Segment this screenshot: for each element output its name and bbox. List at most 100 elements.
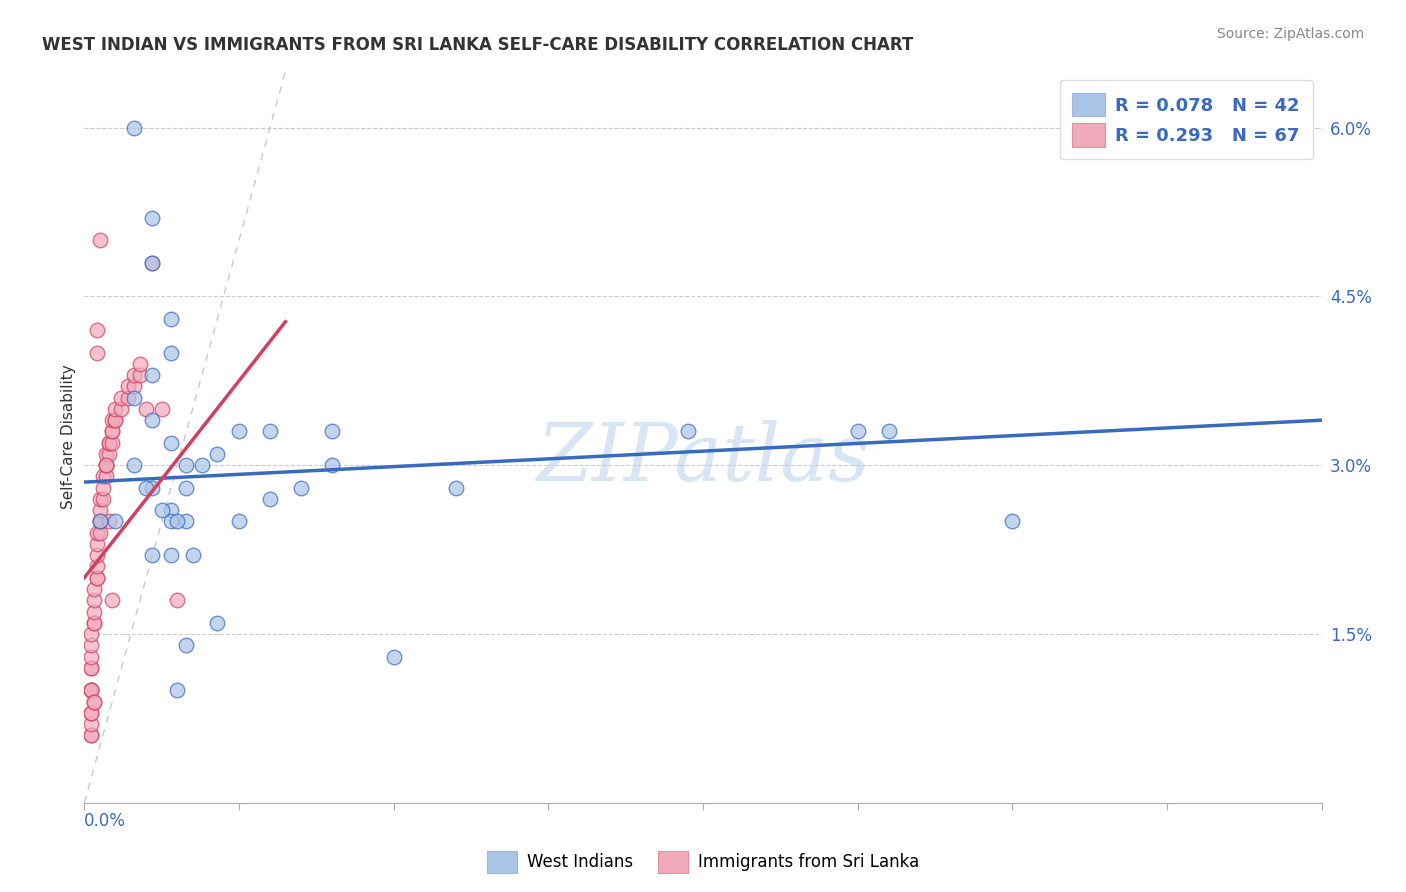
- Point: [91, 469, 114, 483]
- Point: [166, 683, 188, 698]
- Point: [104, 413, 127, 427]
- Text: ZIPatlas: ZIPatlas: [536, 420, 870, 498]
- Point: [104, 413, 127, 427]
- Point: [141, 413, 163, 427]
- Point: [150, 503, 173, 517]
- Point: [94, 458, 117, 473]
- Point: [228, 425, 250, 439]
- Point: [83, 593, 105, 607]
- Point: [150, 401, 173, 416]
- Point: [79, 683, 101, 698]
- Point: [207, 615, 229, 630]
- Point: [141, 368, 163, 383]
- Point: [101, 425, 124, 439]
- Point: [321, 458, 343, 473]
- Point: [382, 649, 405, 664]
- Point: [1001, 515, 1024, 529]
- Point: [141, 255, 163, 269]
- Point: [141, 481, 163, 495]
- Point: [83, 694, 105, 708]
- Point: [122, 391, 145, 405]
- Point: [79, 706, 101, 720]
- Point: [86, 571, 108, 585]
- Legend: West Indians, Immigrants from Sri Lanka: West Indians, Immigrants from Sri Lanka: [479, 845, 927, 880]
- Point: [89, 491, 111, 506]
- Point: [122, 379, 145, 393]
- Point: [135, 481, 157, 495]
- Point: [166, 515, 188, 529]
- Point: [98, 515, 121, 529]
- Point: [83, 582, 105, 596]
- Point: [79, 638, 101, 652]
- Text: WEST INDIAN VS IMMIGRANTS FROM SRI LANKA SELF-CARE DISABILITY CORRELATION CHART: WEST INDIAN VS IMMIGRANTS FROM SRI LANKA…: [42, 36, 914, 54]
- Point: [160, 435, 183, 450]
- Point: [89, 525, 111, 540]
- Point: [91, 491, 114, 506]
- Point: [83, 615, 105, 630]
- Point: [181, 548, 204, 562]
- Point: [91, 481, 114, 495]
- Point: [110, 401, 132, 416]
- Point: [98, 447, 121, 461]
- Point: [79, 683, 101, 698]
- Point: [141, 255, 163, 269]
- Point: [79, 661, 101, 675]
- Point: [83, 615, 105, 630]
- Point: [176, 481, 198, 495]
- Point: [94, 447, 117, 461]
- Point: [98, 435, 121, 450]
- Point: [79, 728, 101, 742]
- Point: [176, 638, 198, 652]
- Point: [86, 537, 108, 551]
- Point: [101, 413, 124, 427]
- Point: [259, 425, 281, 439]
- Point: [176, 458, 198, 473]
- Point: [101, 593, 124, 607]
- Point: [110, 391, 132, 405]
- Point: [79, 661, 101, 675]
- Point: [79, 728, 101, 742]
- Point: [122, 368, 145, 383]
- Point: [160, 312, 183, 326]
- Y-axis label: Self-Care Disability: Self-Care Disability: [60, 365, 76, 509]
- Point: [191, 458, 214, 473]
- Point: [89, 515, 111, 529]
- Point: [160, 503, 183, 517]
- Point: [101, 435, 124, 450]
- Point: [207, 447, 229, 461]
- Point: [104, 515, 127, 529]
- Point: [228, 515, 250, 529]
- Point: [94, 458, 117, 473]
- Point: [444, 481, 467, 495]
- Point: [79, 717, 101, 731]
- Point: [166, 593, 188, 607]
- Point: [135, 401, 157, 416]
- Point: [676, 425, 699, 439]
- Point: [79, 649, 101, 664]
- Point: [98, 435, 121, 450]
- Point: [86, 571, 108, 585]
- Point: [846, 425, 869, 439]
- Point: [117, 391, 139, 405]
- Point: [141, 548, 163, 562]
- Point: [160, 515, 183, 529]
- Point: [79, 627, 101, 641]
- Point: [89, 515, 111, 529]
- Point: [94, 469, 117, 483]
- Point: [86, 525, 108, 540]
- Point: [79, 683, 101, 698]
- Point: [129, 368, 152, 383]
- Point: [86, 345, 108, 359]
- Point: [89, 503, 111, 517]
- Point: [290, 481, 312, 495]
- Point: [104, 401, 127, 416]
- Point: [321, 425, 343, 439]
- Point: [122, 458, 145, 473]
- Point: [141, 211, 163, 225]
- Point: [89, 233, 111, 247]
- Legend: R = 0.078   N = 42, R = 0.293   N = 67: R = 0.078 N = 42, R = 0.293 N = 67: [1060, 80, 1313, 160]
- Point: [122, 120, 145, 135]
- Text: 0.0%: 0.0%: [84, 812, 127, 830]
- Point: [160, 345, 183, 359]
- Point: [176, 515, 198, 529]
